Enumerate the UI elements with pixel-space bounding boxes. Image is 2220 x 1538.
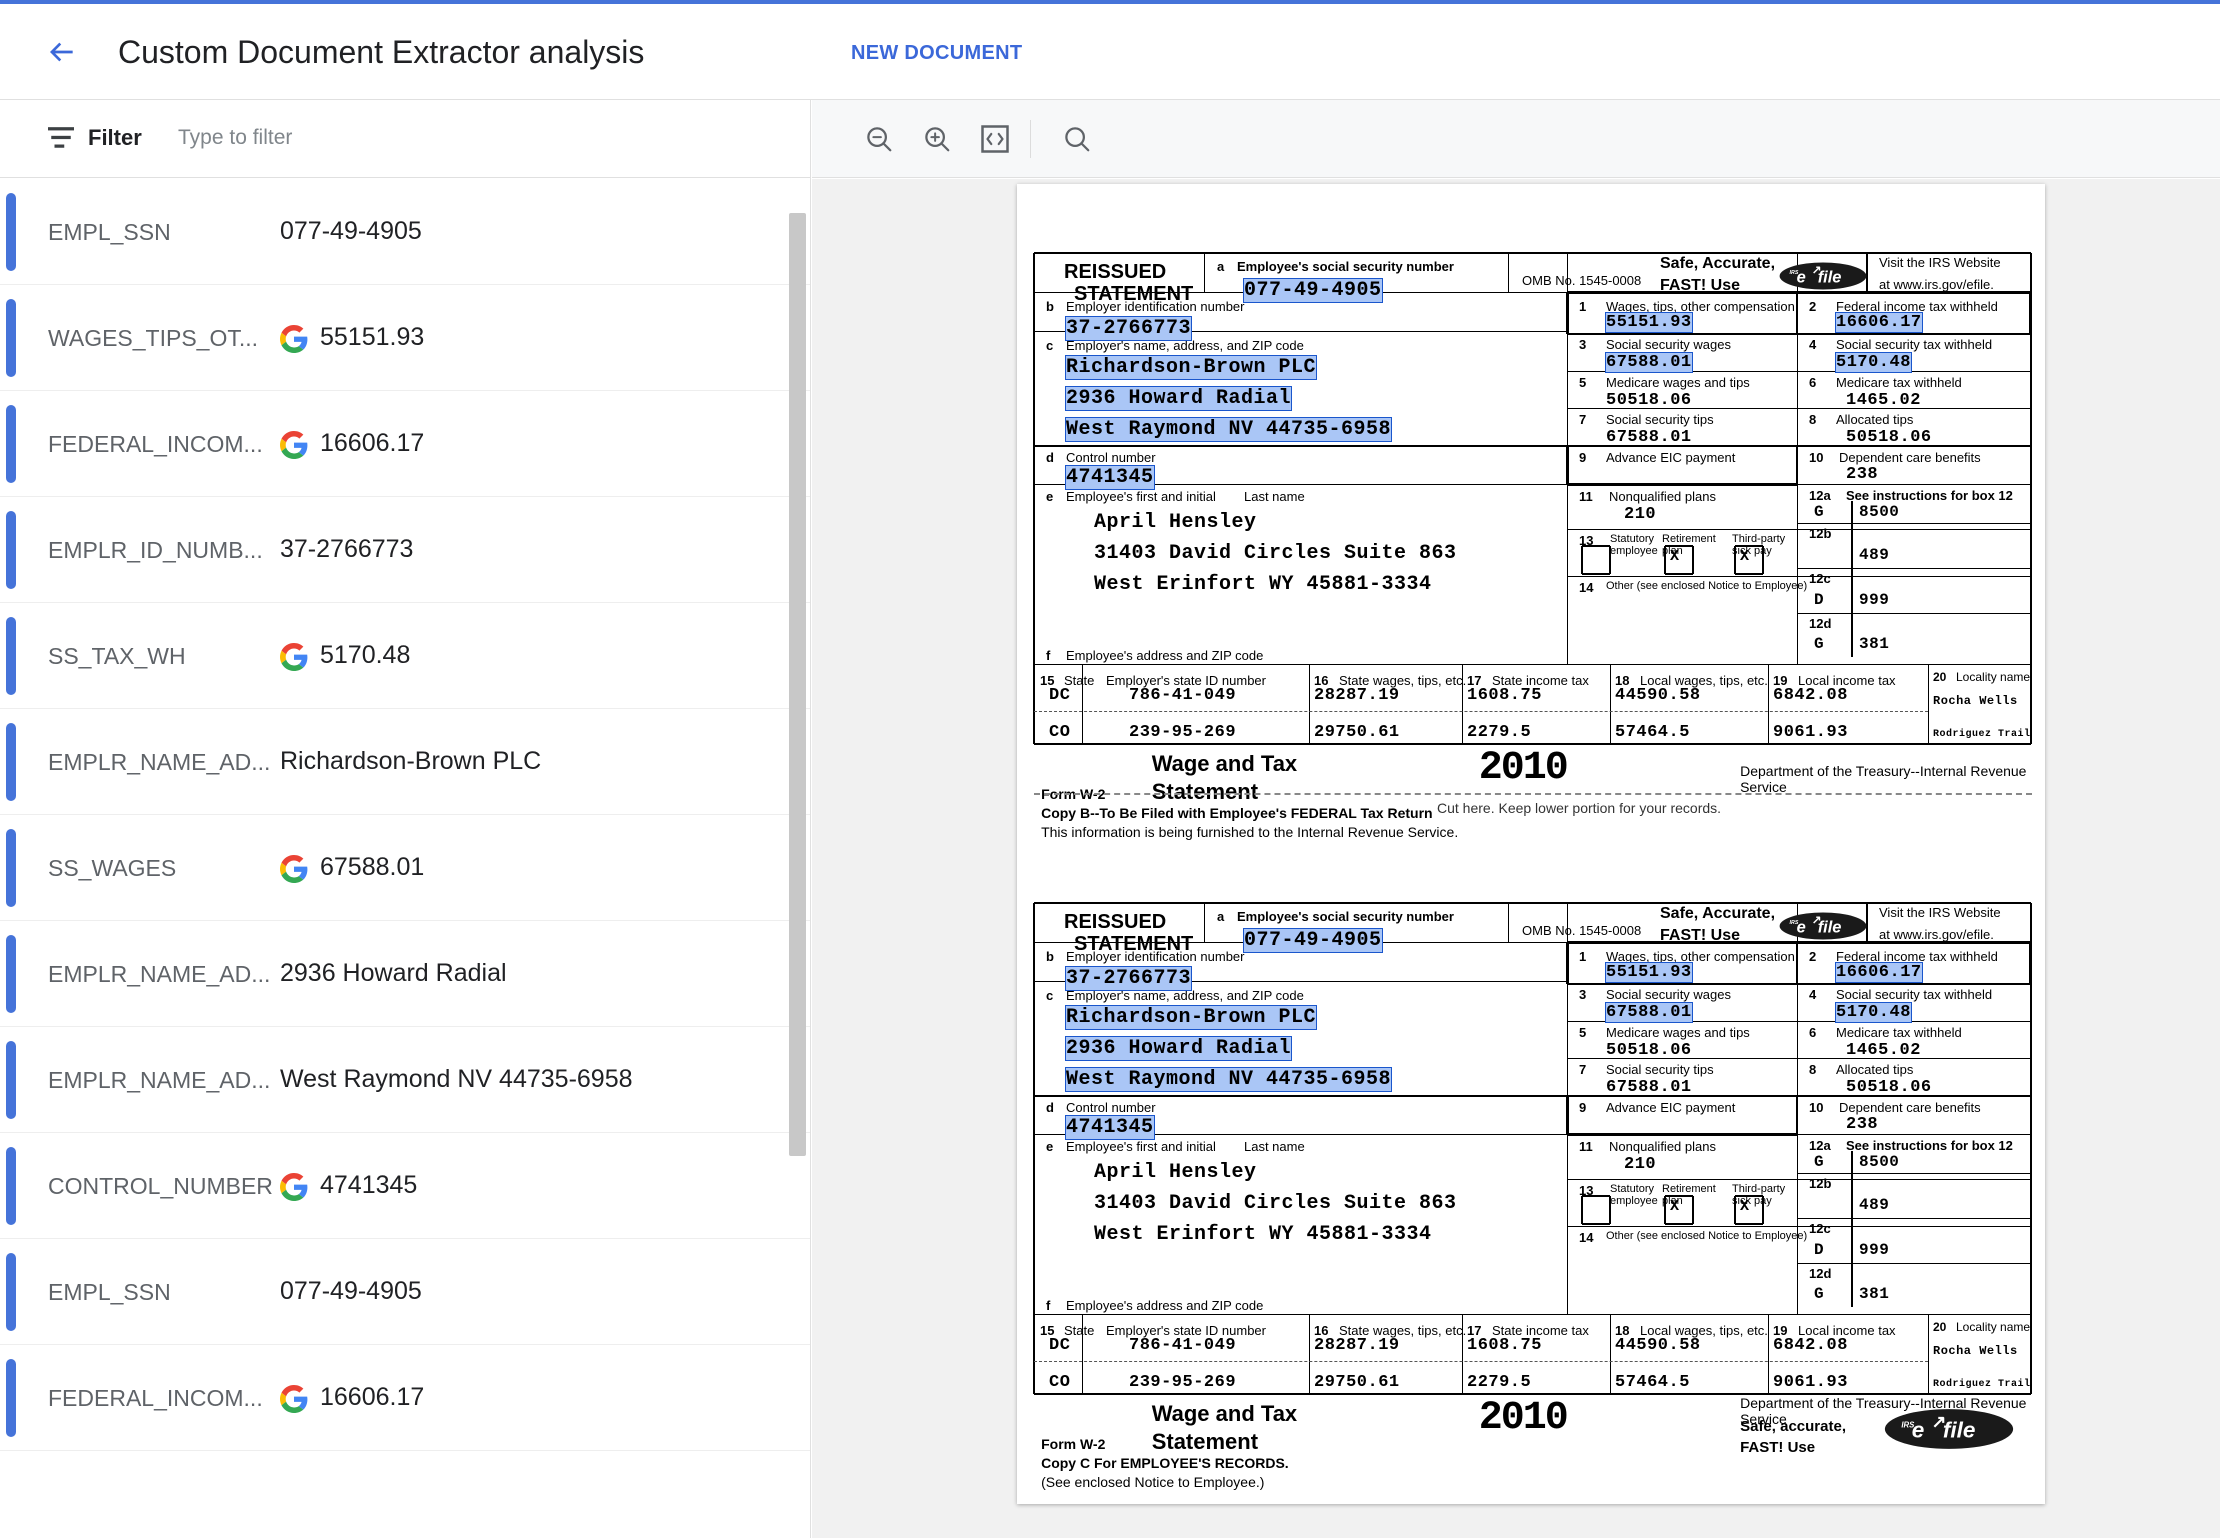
svg-text:file: file <box>1818 918 1842 936</box>
svg-text:e: e <box>1912 1418 1925 1443</box>
svg-text:file: file <box>1943 1418 1976 1443</box>
svg-text:file: file <box>1818 268 1842 286</box>
svg-text:e: e <box>1797 918 1806 936</box>
svg-text:e: e <box>1797 268 1806 286</box>
